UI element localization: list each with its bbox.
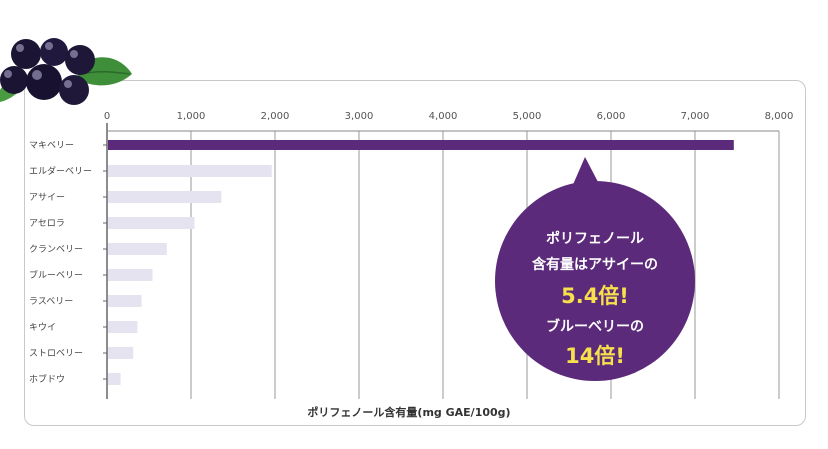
bar-10 [108,373,121,385]
category-label: マキベリー [29,141,74,151]
bar-6 [108,269,153,281]
bar-5 [108,243,167,255]
berries-icon [0,38,132,105]
category-label: アセロラ [29,218,65,229]
x-tick-label: 6,000 [597,111,626,122]
bar-chart: 0 1,000 2,000 3,000 4,000 5,000 6,000 7,000 8,00… [29,111,794,419]
bar-8 [108,321,138,333]
callout-line-1: ポリフェノール [546,230,644,247]
x-axis-label: ポリフェノール含有量(mg GAE/100g) [307,405,510,419]
category-label: ストロベリー [29,349,83,359]
category-label: ホブドウ [29,373,65,385]
bar-9 [108,347,134,359]
category-label: クランベリー [29,244,83,255]
category-label: キウイ [29,322,56,333]
callout-line-4: ブルーベリーの [546,318,644,335]
bar-3 [108,191,222,203]
bar-2 [108,165,272,177]
callout-line-2: 含有量はアサイーの [532,256,658,273]
category-label: エルダーベリー [29,165,92,177]
callout-line-5: 14倍! [565,344,625,368]
x-tick-label: 7,000 [681,111,710,122]
x-tick-label: 3,000 [345,111,374,122]
x-tick-label: 5,000 [513,111,542,122]
x-tick-label: 4,000 [429,111,458,122]
category-label: ブルーベリー [29,269,83,281]
callout-bubble: ポリフェノール 含有量はアサイーの 5.4倍! ブルーベリーの 14倍! [495,157,695,381]
callout-circle [495,181,695,381]
x-tick-label: 0 [104,111,110,122]
callout-line-3: 5.4倍! [561,284,629,308]
x-tick-label: 2,000 [261,111,290,122]
x-tick-label: 8,000 [765,111,794,122]
x-tick-label: 1,000 [177,111,206,122]
bar-4 [108,217,195,229]
category-label: アサイー [29,192,65,203]
bar-7 [108,295,142,307]
category-labels: マキベリーエルダーベリーアサイーアセロラクランベリーブルーベリーラスベリーキウイ… [29,141,107,385]
category-label: ラスベリー [29,296,73,307]
bars [108,140,734,385]
bar-1 [108,140,734,150]
x-tick-labels: 0 1,000 2,000 3,000 4,000 5,000 6,000 7,000 8,00… [104,111,794,122]
chart-card: 0 1,000 2,000 3,000 4,000 5,000 6,000 7,000 8,00… [24,80,806,426]
